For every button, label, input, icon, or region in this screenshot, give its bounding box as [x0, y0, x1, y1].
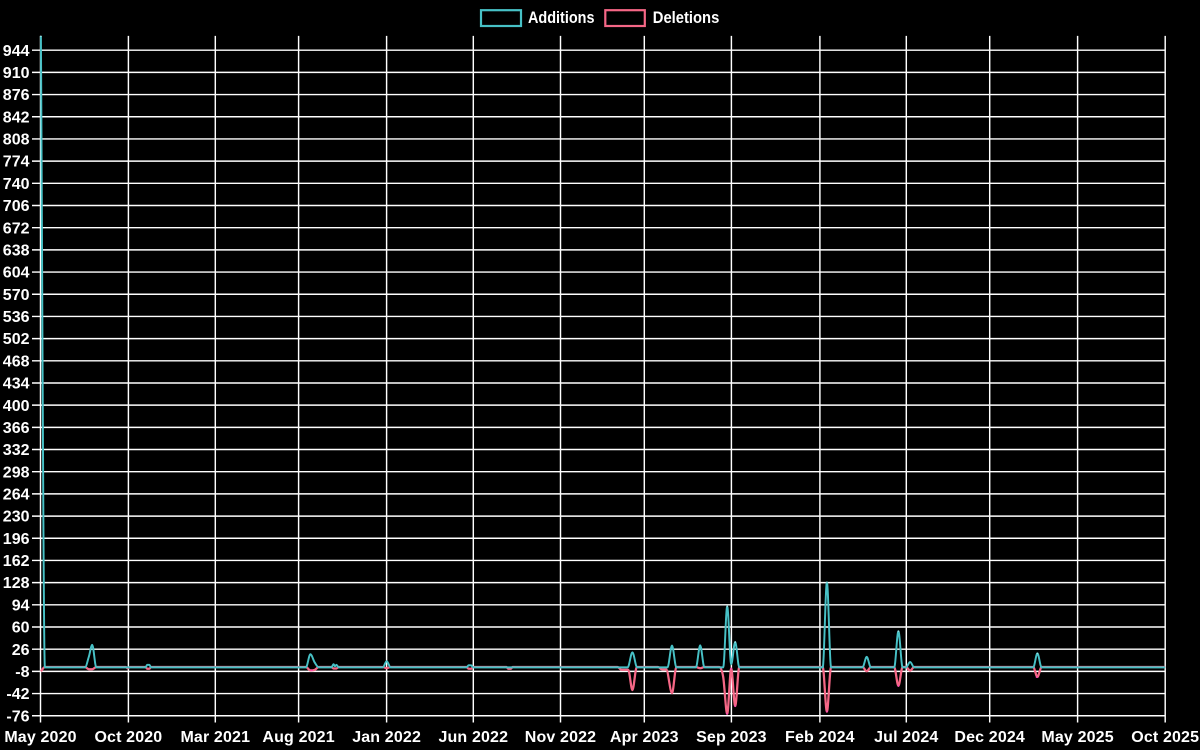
svg-text:196: 196	[3, 531, 30, 548]
svg-text:264: 264	[3, 487, 30, 504]
svg-text:Jul 2024: Jul 2024	[874, 729, 938, 746]
svg-text:468: 468	[3, 353, 30, 370]
svg-text:604: 604	[3, 265, 30, 282]
svg-text:60: 60	[12, 620, 30, 637]
svg-text:Jan 2022: Jan 2022	[352, 729, 421, 746]
svg-text:910: 910	[3, 65, 30, 82]
svg-text:876: 876	[3, 87, 30, 104]
svg-text:434: 434	[3, 376, 30, 393]
svg-text:332: 332	[3, 442, 30, 459]
svg-text:774: 774	[3, 154, 30, 171]
svg-text:Feb 2024: Feb 2024	[785, 729, 855, 746]
svg-text:230: 230	[3, 509, 30, 526]
svg-text:944: 944	[3, 43, 30, 60]
svg-text:26: 26	[12, 642, 30, 659]
svg-text:740: 740	[3, 176, 30, 193]
svg-text:-8: -8	[15, 664, 29, 681]
svg-text:298: 298	[3, 464, 30, 481]
svg-text:Dec 2024: Dec 2024	[954, 729, 1025, 746]
svg-text:May 2025: May 2025	[1041, 729, 1113, 746]
svg-text:706: 706	[3, 198, 30, 215]
svg-text:570: 570	[3, 287, 30, 304]
svg-text:Sep 2023: Sep 2023	[696, 729, 767, 746]
svg-text:94: 94	[12, 597, 30, 614]
svg-text:Apr 2023: Apr 2023	[610, 729, 679, 746]
svg-text:-76: -76	[6, 708, 29, 725]
svg-text:842: 842	[3, 109, 30, 126]
svg-text:536: 536	[3, 309, 30, 326]
svg-text:502: 502	[3, 331, 30, 348]
svg-text:Deletions: Deletions	[653, 9, 720, 27]
svg-text:Mar 2021: Mar 2021	[180, 729, 250, 746]
svg-text:Oct 2020: Oct 2020	[94, 729, 162, 746]
svg-text:Aug 2021: Aug 2021	[262, 729, 334, 746]
svg-text:-42: -42	[6, 686, 29, 703]
svg-text:Oct 2025: Oct 2025	[1131, 729, 1199, 746]
svg-text:Additions: Additions	[528, 9, 595, 27]
svg-text:128: 128	[3, 575, 30, 592]
svg-text:Nov 2022: Nov 2022	[525, 729, 596, 746]
svg-text:808: 808	[3, 132, 30, 149]
svg-text:366: 366	[3, 420, 30, 437]
svg-text:672: 672	[3, 220, 30, 237]
svg-text:638: 638	[3, 242, 30, 259]
svg-text:May 2020: May 2020	[4, 729, 76, 746]
svg-text:Jun 2022: Jun 2022	[438, 729, 508, 746]
svg-text:162: 162	[3, 553, 30, 570]
svg-text:400: 400	[3, 398, 30, 415]
